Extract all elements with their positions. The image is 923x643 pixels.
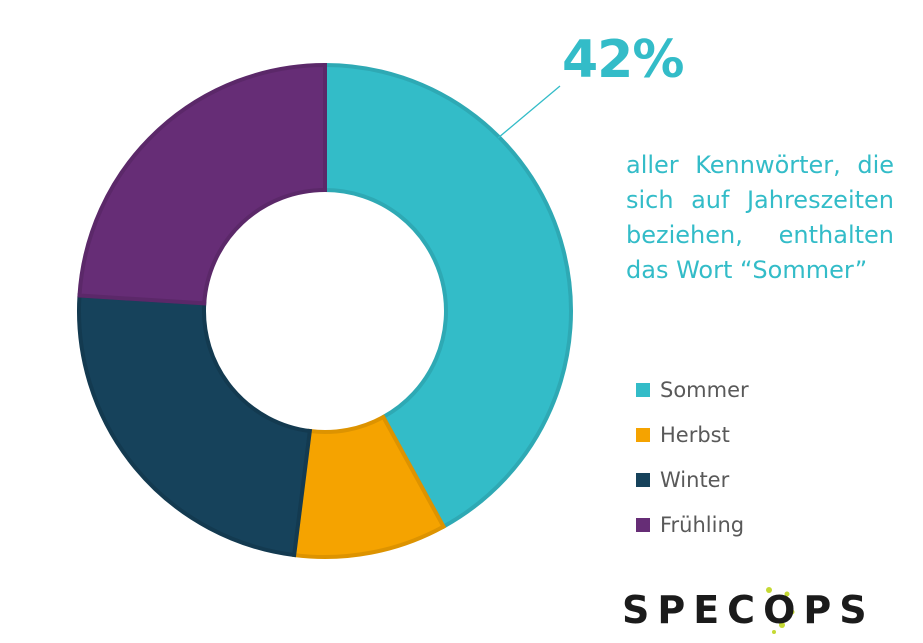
slice-frühling [77, 62, 327, 306]
legend-item-frühling: Frühling [636, 502, 749, 547]
legend-swatch [636, 517, 650, 532]
legend-swatch [636, 382, 650, 397]
legend-swatch [636, 427, 650, 442]
legend-label: Herbst [660, 422, 730, 447]
highlight-percentage: 42% [562, 30, 684, 90]
legend-label: Frühling [660, 512, 745, 537]
legend-label: Sommer [660, 377, 749, 402]
slice-sommer [323, 62, 573, 530]
slice-winter [77, 293, 313, 558]
callout-leader-line [497, 85, 561, 139]
legend-item-sommer: Sommer [636, 367, 749, 412]
logo-dots-icon [766, 587, 795, 634]
donut-slices [77, 62, 573, 559]
legend-swatch [636, 472, 650, 487]
logo-wordmark: SPECOPS [622, 588, 875, 632]
legend-label: Winter [660, 467, 730, 492]
legend-item-herbst: Herbst [636, 412, 749, 457]
specops-logo: SPECOPS [622, 580, 872, 640]
highlight-caption: aller Kennwörter, die sich auf Jahreszei… [626, 151, 894, 284]
chart-legend: Sommer Herbst Winter Frühling [636, 367, 749, 547]
legend-item-winter: Winter [636, 457, 749, 502]
